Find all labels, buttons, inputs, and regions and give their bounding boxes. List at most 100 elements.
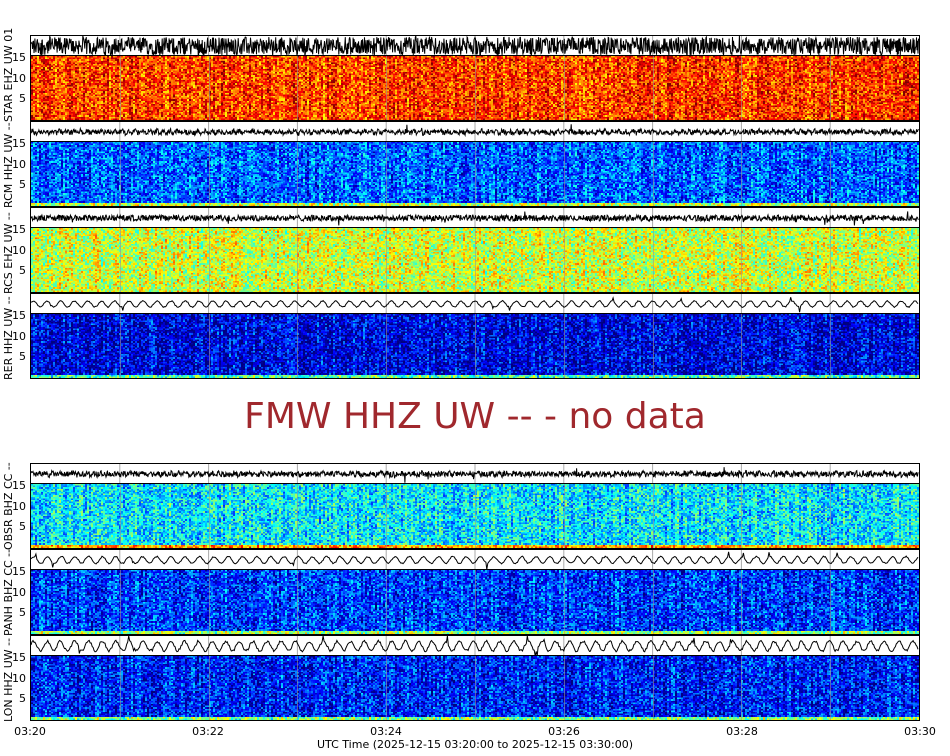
y-tick-label: 5 — [19, 606, 26, 620]
spectrogram — [30, 569, 920, 635]
gridline — [119, 56, 121, 120]
waveform-line — [31, 36, 919, 56]
gridline — [386, 484, 388, 548]
gridline — [652, 142, 654, 206]
gridline — [563, 314, 565, 378]
waveform-line — [31, 296, 919, 313]
gridline — [119, 570, 121, 634]
x-axis-label: UTC Time (2025-12-15 03:20:00 to 2025-12… — [317, 738, 633, 751]
gridline — [652, 228, 654, 292]
gridline — [297, 314, 299, 378]
y-tick-label: 5 — [19, 264, 26, 278]
x-tick-label: 03:28 — [726, 725, 758, 738]
gridline — [563, 484, 565, 548]
y-tick-label: 10 — [12, 243, 26, 257]
gridline — [652, 56, 654, 120]
station-panel: 5 10 15 — [12, 121, 920, 207]
gridline — [830, 228, 832, 292]
y-tick-label: 10 — [12, 157, 26, 171]
gridline — [830, 570, 832, 634]
gridline — [741, 228, 743, 292]
gridline — [297, 484, 299, 548]
gridline — [475, 656, 476, 720]
gridline — [563, 656, 565, 720]
gridline — [386, 228, 388, 292]
station-label: STAR EHZ UW 01 — [2, 27, 15, 122]
waveform-line — [31, 636, 919, 656]
y-tick-label: 10 — [12, 671, 26, 685]
gridline — [652, 570, 654, 634]
waveform-line — [31, 467, 919, 483]
gridline — [741, 570, 743, 634]
gridline — [386, 570, 388, 634]
gridline — [386, 656, 388, 720]
gridline — [119, 142, 121, 206]
no-data-message: FMW HHZ UW -- - no data — [244, 396, 706, 437]
gridline — [475, 228, 476, 292]
y-tick-label: 15 — [12, 309, 26, 323]
waveform-line — [31, 124, 919, 138]
station-label: OBSR BHZ CC -- — [2, 462, 15, 550]
waveform-trace — [30, 635, 920, 656]
y-tick-label: 10 — [12, 499, 26, 513]
y-tick-label: 5 — [19, 520, 26, 534]
gridline — [119, 228, 121, 292]
gridline — [475, 314, 476, 378]
gridline — [830, 314, 832, 378]
gridline — [386, 314, 388, 378]
gridline — [208, 656, 210, 720]
gridline — [119, 484, 121, 548]
gridline — [208, 484, 210, 548]
gridline — [119, 656, 121, 720]
gridline — [208, 228, 210, 292]
gridline — [475, 56, 476, 120]
gridline — [297, 142, 299, 206]
gridline — [830, 484, 832, 548]
gridline — [563, 228, 565, 292]
gridline — [208, 142, 210, 206]
gridline — [652, 484, 654, 548]
station-label: RCS EHZ UW -- — [2, 212, 15, 294]
spectrogram — [30, 227, 920, 293]
waveform-trace — [30, 293, 920, 314]
gridline — [475, 484, 476, 548]
station-label: RER HHZ UW -- — [2, 296, 15, 380]
y-tick-label: 15 — [12, 479, 26, 493]
gridline — [297, 656, 299, 720]
gridline — [297, 228, 299, 292]
gridline — [475, 570, 476, 634]
gridline — [741, 314, 743, 378]
y-tick-label: 15 — [12, 223, 26, 237]
station-label: LON HHZ UW -- — [2, 637, 15, 722]
y-tick-label: 5 — [19, 92, 26, 106]
station-panel: 5 10 15 — [12, 35, 920, 121]
gridline — [652, 656, 654, 720]
y-tick-label: 15 — [12, 651, 26, 665]
waveform-trace — [30, 207, 920, 228]
waveform-trace — [30, 549, 920, 570]
gridline — [208, 570, 210, 634]
x-tick-label: 03:24 — [370, 725, 402, 738]
y-tick-label: 15 — [12, 137, 26, 151]
y-tick-label: 15 — [12, 565, 26, 579]
gridline — [741, 142, 743, 206]
waveform-trace — [30, 121, 920, 142]
y-tick-label: 10 — [12, 585, 26, 599]
station-panel: 5 10 15 — [12, 463, 920, 549]
x-tick-label: 03:26 — [548, 725, 580, 738]
y-tick-label: 10 — [12, 329, 26, 343]
waveform-line — [31, 211, 919, 226]
gridline — [741, 656, 743, 720]
gridline — [741, 484, 743, 548]
gridline — [386, 56, 388, 120]
gridline — [563, 56, 565, 120]
gridline — [563, 570, 565, 634]
station-panel: 5 10 15 — [12, 207, 920, 293]
station-label: PANH BHZ CC -- — [2, 548, 15, 636]
y-tick-label: 5 — [19, 692, 26, 706]
station-panel: 5 10 15 — [12, 549, 920, 635]
station-panel: 5 10 15 — [12, 635, 920, 721]
x-tick-label: 03:20 — [14, 725, 46, 738]
gridline — [386, 142, 388, 206]
y-tick-label: 15 — [12, 51, 26, 65]
